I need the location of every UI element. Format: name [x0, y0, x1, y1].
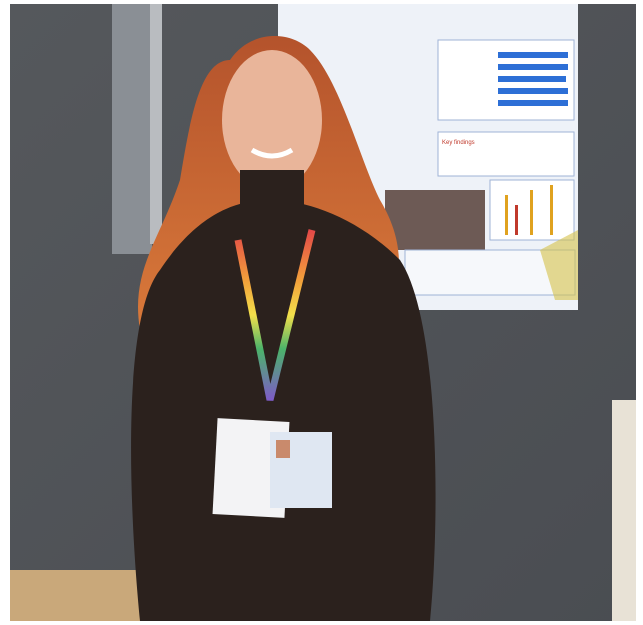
- poster-bar: [505, 195, 508, 235]
- badge-photo: [276, 440, 290, 458]
- side-poster: [112, 4, 152, 254]
- poster-bar: [498, 64, 568, 70]
- lanyard: [234, 229, 316, 401]
- smile: [250, 147, 294, 159]
- poster-bar: [498, 52, 568, 58]
- stand: [612, 400, 636, 621]
- poster-heading: Key findings: [442, 140, 475, 146]
- poster-bar: [515, 205, 518, 235]
- face: [222, 50, 322, 190]
- poster-box: [437, 131, 575, 177]
- poster-decor: [540, 230, 578, 300]
- poster-photo: [385, 190, 485, 250]
- poster-bar: [498, 88, 568, 94]
- poster-bar: [498, 100, 568, 106]
- pole: [150, 4, 162, 244]
- person: [131, 36, 436, 621]
- poster-bar: [498, 76, 566, 82]
- floor: [10, 570, 160, 621]
- poster-bar: [530, 190, 533, 235]
- poster-bar: [550, 185, 553, 235]
- sweater: [131, 200, 436, 621]
- collar: [240, 170, 304, 230]
